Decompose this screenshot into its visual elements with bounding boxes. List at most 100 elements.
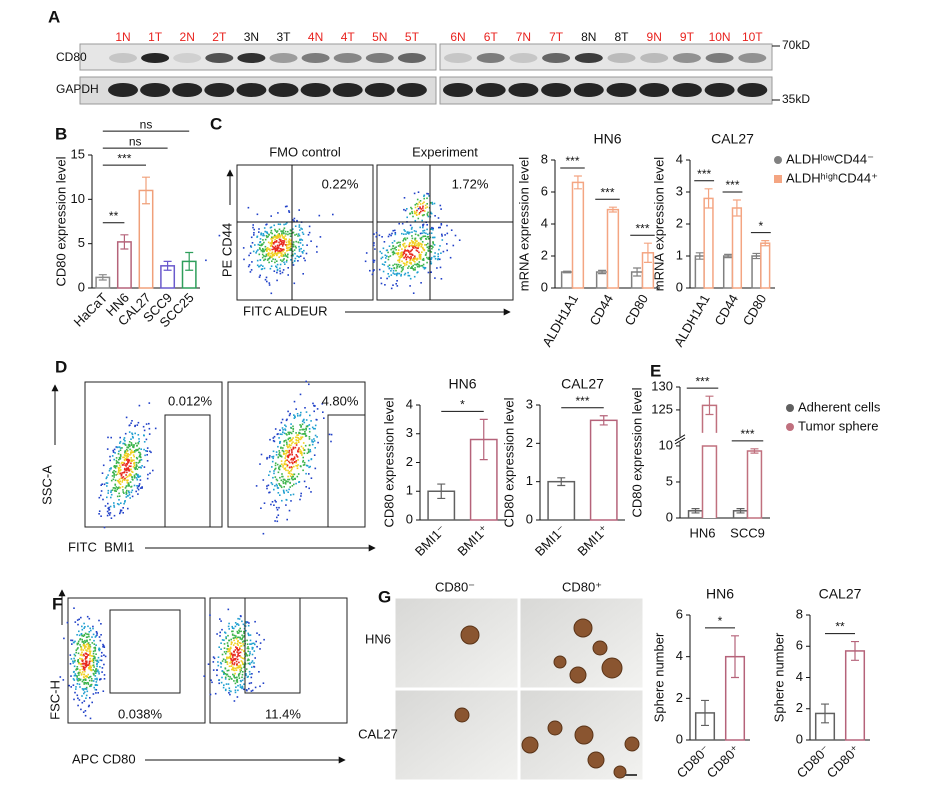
gate-percent: 11.4%: [265, 706, 301, 721]
event-dot: [223, 643, 226, 645]
event-dot: [291, 485, 294, 487]
event-dot: [423, 201, 425, 203]
event-dot: [233, 663, 235, 666]
significance-label: ns: [140, 117, 153, 131]
event-dot: [145, 450, 147, 452]
event-dot: [295, 482, 297, 485]
event-dot: [136, 465, 138, 467]
event-dot: [78, 630, 80, 633]
event-dot: [282, 248, 285, 251]
event-dot: [259, 463, 261, 465]
event-dot: [85, 665, 88, 668]
event-dot: [83, 642, 85, 645]
event-dot: [303, 249, 305, 252]
event-dot: [125, 416, 128, 419]
event-dot: [128, 474, 130, 476]
column-label: CD80⁺: [562, 579, 602, 594]
event-dot: [229, 650, 231, 653]
event-dot: [400, 252, 402, 254]
gapdh-band: [443, 83, 473, 97]
event-dot: [286, 449, 288, 452]
event-dot: [407, 255, 409, 258]
bar: [722, 255, 734, 289]
event-dot: [267, 258, 270, 260]
event-dot: [264, 278, 267, 281]
event-dot: [277, 252, 279, 255]
event-dot: [289, 461, 291, 464]
event-dot: [115, 486, 118, 488]
event-dot: [216, 633, 218, 635]
event-dot: [96, 665, 98, 668]
event-dot: [113, 514, 116, 517]
event-dot: [409, 277, 412, 280]
event-dot: [273, 435, 276, 438]
event-dot: [416, 240, 418, 242]
event-dot: [278, 483, 280, 485]
event-dot: [130, 491, 133, 494]
flow-plot: [67, 597, 206, 724]
event-dot: [427, 258, 429, 260]
event-dot: [77, 640, 80, 643]
event-dot: [133, 464, 136, 467]
event-dot: [416, 250, 419, 252]
row-label: CD80: [56, 50, 87, 64]
event-dot: [404, 249, 406, 251]
event-dot: [413, 260, 415, 262]
event-dot: [414, 206, 417, 209]
event-dot: [277, 236, 280, 238]
event-dot: [386, 249, 389, 251]
event-dot: [125, 457, 128, 459]
event-dot: [446, 249, 448, 252]
event-dot: [298, 438, 300, 440]
event-dot: [287, 475, 289, 478]
event-dot: [234, 691, 237, 694]
error-bar: [163, 260, 172, 271]
event-dot: [87, 682, 89, 684]
event-dot: [247, 206, 250, 209]
event-dot: [426, 236, 429, 238]
event-dot: [135, 467, 137, 469]
event-dot: [261, 256, 264, 259]
event-dot: [112, 449, 114, 452]
event-dot: [303, 461, 306, 464]
event-dot: [382, 247, 385, 250]
event-dot: [258, 228, 260, 230]
event-dot: [140, 456, 142, 459]
event-dot: [440, 208, 442, 210]
event-dot: [420, 238, 422, 241]
event-dot: [139, 459, 141, 461]
event-dot: [430, 262, 432, 265]
event-dot: [308, 225, 311, 228]
event-dot: [82, 649, 85, 651]
lane-label: 4N: [308, 30, 323, 44]
event-dot: [119, 472, 122, 475]
event-dot: [419, 242, 422, 245]
event-dot: [294, 257, 297, 260]
event-dot: [268, 456, 271, 459]
event-dot: [282, 453, 285, 455]
event-dot: [284, 428, 286, 430]
event-dot: [86, 633, 88, 635]
event-dot: [301, 433, 303, 435]
event-dot: [78, 662, 80, 665]
event-dot: [293, 473, 295, 476]
event-dot: [405, 258, 408, 261]
event-dot: [87, 642, 90, 644]
event-dot: [288, 470, 291, 473]
event-dot: [290, 239, 293, 242]
event-dot: [401, 255, 404, 258]
event-dot: [413, 257, 415, 259]
event-dot: [96, 670, 98, 673]
event-dot: [93, 639, 95, 642]
event-dot: [94, 648, 97, 650]
event-dot: [230, 652, 233, 655]
event-dot: [397, 263, 400, 266]
event-dot: [113, 474, 115, 476]
event-dot: [292, 427, 295, 430]
event-dot: [91, 701, 93, 704]
lane-label: 6N: [450, 30, 465, 44]
event-dot: [299, 452, 302, 455]
event-dot: [380, 277, 382, 279]
event-dot: [422, 248, 425, 251]
event-dot: [113, 502, 115, 504]
